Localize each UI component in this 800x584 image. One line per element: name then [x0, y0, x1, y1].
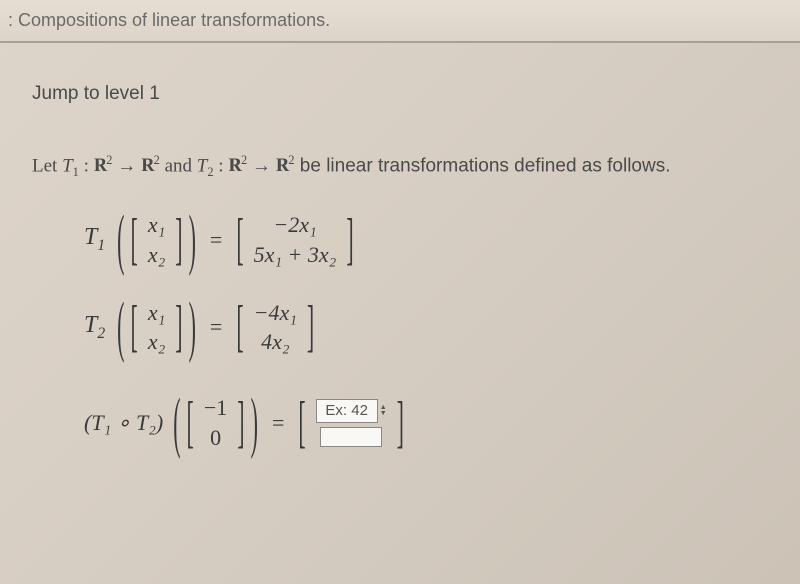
comp-answer-column: Ex: 42 ▲ ▼: [312, 397, 391, 449]
rbracket3-icon: ]: [175, 293, 182, 361]
equals2-icon: =: [202, 314, 230, 340]
comp-in-r1: −1: [204, 393, 227, 423]
eq-T1-input: x₁ x₂: [144, 208, 169, 271]
answer-input-bottom[interactable]: [320, 427, 382, 447]
intro-let: Let: [32, 155, 62, 176]
eq-T1-label: T1: [84, 224, 111, 255]
intro-suffix: be linear transformations defined as fol…: [295, 155, 671, 176]
intro-colon1: :: [79, 155, 94, 176]
content-area: Jump to level 1 Let T1 : R2 → R2 and T2 …: [0, 43, 800, 498]
lparen2-icon: (: [117, 287, 124, 368]
equation-composition: (T₁ ∘ T₂) ( [ −1 0 ] ) = [ Ex: 42 ▲ ▼ ]: [84, 391, 768, 454]
page-header: : Compositions of linear transformations…: [0, 0, 800, 43]
intro-arrow2: →: [247, 155, 276, 176]
eq-T2-in-r1: x₁: [148, 298, 165, 328]
lbracket5-icon: [: [187, 389, 194, 457]
answer-placeholder: Ex: 42: [325, 402, 368, 419]
intro-text: Let T1 : R2 → R2 and T2 : R2 → R2 be lin…: [32, 153, 768, 180]
eq-T1-output: −2x₁ 5x₁ + 3x₂: [250, 208, 341, 271]
intro-R4: R: [276, 155, 289, 177]
comp-input: −1 0: [200, 391, 231, 454]
intro-T2: T: [197, 155, 208, 176]
lbracket-icon: [: [130, 206, 137, 274]
chevron-down-icon[interactable]: ▼: [380, 411, 387, 417]
eq-T1-out-r1: −2x₁: [273, 210, 316, 240]
eq-T2-in-r2: x₂: [148, 327, 165, 357]
eq-T1-T: T: [84, 224, 97, 250]
eq-T2-T: T: [84, 312, 97, 338]
rbracket-icon: ]: [175, 206, 182, 274]
lbracket2-icon: [: [236, 206, 243, 274]
eq-T2-out-r1: −4x₁: [254, 298, 297, 328]
lparen3-icon: (: [173, 382, 180, 463]
rbracket2-icon: ]: [346, 206, 353, 274]
intro-R3: R: [228, 155, 241, 177]
rbracket5-icon: ]: [237, 389, 244, 457]
rparen2-icon: ): [189, 287, 196, 368]
rbracket4-icon: ]: [307, 293, 314, 361]
eq-T1-sub: 1: [97, 237, 105, 254]
equals3-icon: =: [264, 410, 292, 436]
equals-icon: =: [202, 227, 230, 253]
eq-T2-output: −4x₁ 4x₂: [250, 296, 301, 359]
lparen-icon: (: [117, 200, 124, 281]
eq-T2-out-r2: 4x₂: [261, 327, 289, 357]
eq-T2-label: T2: [84, 312, 111, 343]
intro-colon2: :: [214, 155, 229, 176]
jump-text: Jump to level 1: [32, 83, 160, 104]
lbracket4-icon: [: [236, 293, 243, 361]
quantity-stepper[interactable]: ▲ ▼: [380, 405, 387, 417]
intro-and: and: [160, 155, 197, 176]
intro-T1: T: [62, 155, 73, 176]
eq-T1-in-r2: x₂: [148, 240, 165, 270]
lbracket3-icon: [: [130, 293, 137, 361]
header-title: : Compositions of linear transformations…: [8, 10, 330, 30]
eq-T2-sub: 2: [97, 325, 105, 342]
comp-in-r2: 0: [210, 423, 221, 453]
eq-T1-in-r1: x₁: [148, 210, 165, 240]
jump-link[interactable]: Jump to level 1: [32, 83, 768, 105]
eq-T2-input: x₁ x₂: [144, 296, 169, 359]
answer-input-top[interactable]: Ex: 42: [316, 399, 378, 423]
rparen3-icon: ): [251, 382, 258, 463]
intro-arrow1: →: [112, 155, 141, 176]
equation-T1: T1 ( [ x₁ x₂ ] ) = [ −2x₁ 5x₁ + 3x₂ ]: [84, 208, 768, 271]
eq-T1-out-r2: 5x₁ + 3x₂: [254, 240, 337, 270]
intro-R1: R: [94, 155, 107, 177]
comp-lhs: (T₁ ∘ T₂): [84, 410, 167, 436]
answer-input-top-wrapper: Ex: 42 ▲ ▼: [316, 399, 387, 423]
equation-T2: T2 ( [ x₁ x₂ ] ) = [ −4x₁ 4x₂ ]: [84, 296, 768, 359]
intro-R2: R: [141, 155, 154, 177]
lbracket6-icon: [: [298, 389, 305, 457]
rbracket6-icon: ]: [397, 389, 404, 457]
rparen-icon: ): [189, 200, 196, 281]
